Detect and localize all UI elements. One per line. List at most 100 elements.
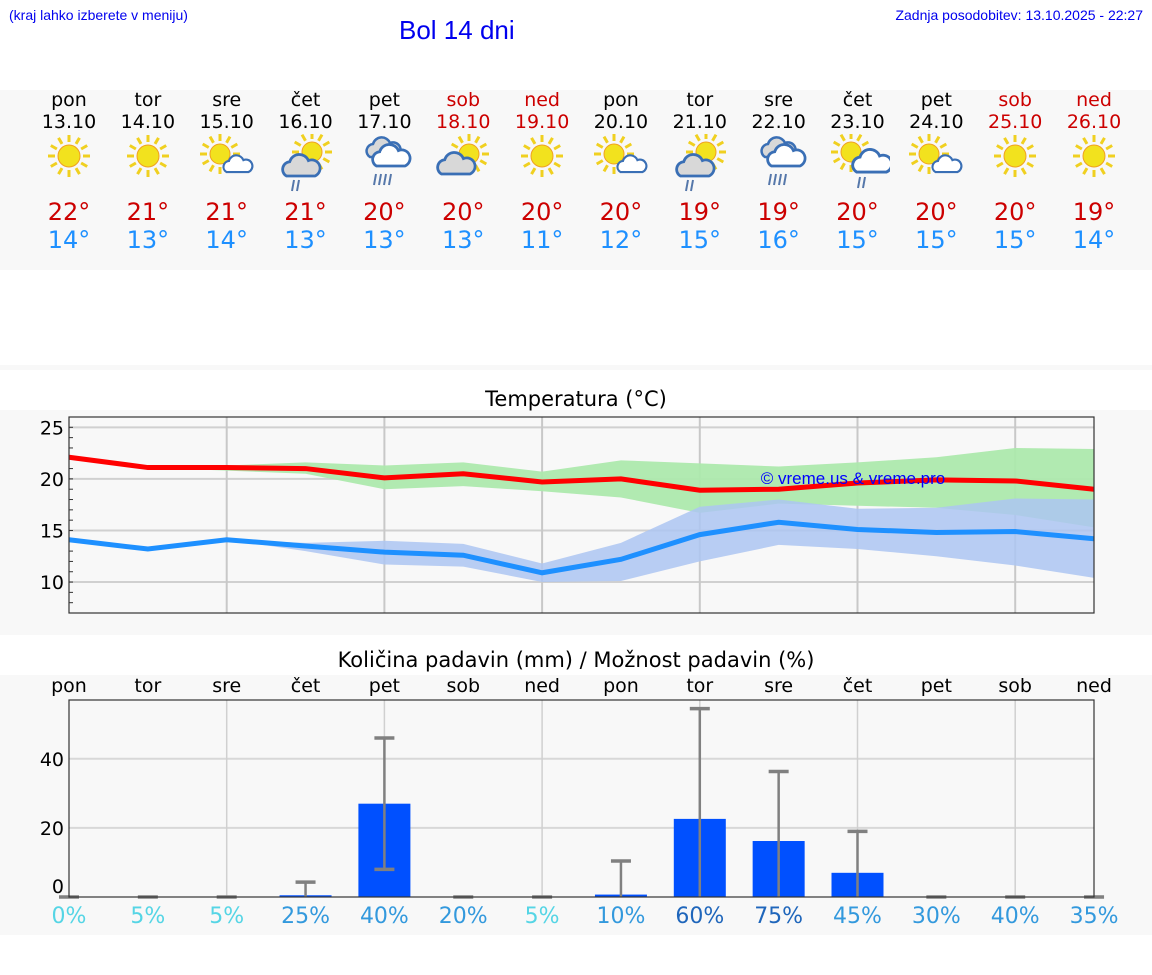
last-updated: Zadnja posodobitev: 13.10.2025 - 22:27 bbox=[895, 7, 1143, 23]
day-date: 19.10 bbox=[514, 111, 570, 133]
day-name: čet bbox=[290, 89, 321, 111]
sun-cloud-rain-icon bbox=[660, 132, 740, 198]
y-tick-label: 20 bbox=[40, 818, 64, 840]
divider bbox=[0, 365, 1152, 370]
day-name: ned bbox=[524, 89, 560, 111]
day-date: 16.10 bbox=[278, 111, 333, 133]
max-temp: 20° bbox=[363, 198, 406, 226]
y-tick-label: 15 bbox=[40, 520, 64, 542]
min-temp: 13° bbox=[363, 226, 406, 254]
day-name: pet bbox=[920, 89, 952, 111]
min-temp: 13° bbox=[441, 226, 485, 254]
min-temp: 14° bbox=[1072, 226, 1116, 254]
sunny-icon bbox=[1054, 134, 1134, 198]
precip-probability: 30% bbox=[911, 904, 961, 929]
max-temp: 21° bbox=[126, 198, 170, 226]
day-date: 15.10 bbox=[199, 111, 254, 133]
sun-white-cloud-rain-icon bbox=[818, 132, 898, 198]
sunny-icon bbox=[502, 134, 582, 198]
sun-cloud-rain-icon bbox=[266, 132, 346, 198]
precip-probability: 5% bbox=[524, 904, 560, 929]
max-temp: 22° bbox=[47, 198, 91, 226]
day-date: 21.10 bbox=[672, 111, 727, 133]
precip-day-label: tor bbox=[134, 675, 162, 697]
precip-day-label: pet bbox=[368, 675, 400, 697]
precip-probability: 35% bbox=[1069, 904, 1119, 929]
max-temp: 20° bbox=[836, 198, 879, 226]
day-name: sre bbox=[764, 89, 794, 111]
min-temp: 15° bbox=[678, 226, 722, 254]
max-temp: 19° bbox=[1072, 198, 1116, 226]
precip-day-label: sre bbox=[764, 675, 794, 697]
day-date: 26.10 bbox=[1066, 111, 1122, 133]
temperature-chart-title: Temperatura (°C) bbox=[485, 387, 667, 411]
min-temp: 16° bbox=[757, 226, 800, 254]
cloud-rain-icon bbox=[739, 134, 819, 198]
precip-probability: 25% bbox=[281, 904, 330, 929]
precip-probability: 10% bbox=[596, 904, 646, 929]
watermark: © vreme.us & vreme.pro bbox=[761, 469, 945, 488]
day-date: 20.10 bbox=[593, 111, 649, 133]
plot-frame bbox=[68, 699, 1095, 898]
precip-day-label: tor bbox=[686, 675, 714, 697]
precip-day-label: ned bbox=[1076, 675, 1112, 697]
day-name: čet bbox=[842, 89, 873, 111]
day-name: sob bbox=[446, 89, 481, 111]
max-temp-line bbox=[68, 454, 1095, 493]
min-temp: 12° bbox=[599, 226, 643, 254]
plot-area bbox=[69, 700, 1094, 897]
max-temp-range-band bbox=[69, 447, 1095, 528]
max-temp: 19° bbox=[757, 198, 800, 226]
day-name: pon bbox=[51, 89, 87, 111]
min-temp: 14° bbox=[47, 226, 91, 254]
plot-frame bbox=[68, 416, 1095, 614]
day-name: tor bbox=[686, 89, 714, 111]
sunny-icon bbox=[29, 134, 109, 198]
precip-probability: 5% bbox=[130, 904, 166, 929]
y-tick-label: 0 bbox=[52, 876, 64, 898]
day-name: sre bbox=[212, 89, 242, 111]
max-temp: 21° bbox=[205, 198, 248, 226]
precip-day-label: pet bbox=[920, 675, 952, 697]
precip-day-label: sob bbox=[446, 675, 481, 697]
max-temp: 20° bbox=[599, 198, 643, 226]
precip-day-label: ned bbox=[524, 675, 560, 697]
precip-probability: 45% bbox=[833, 904, 882, 929]
max-temp: 21° bbox=[284, 198, 327, 226]
min-temp: 15° bbox=[836, 226, 879, 254]
max-temp: 20° bbox=[520, 198, 564, 226]
precip-probability: 60% bbox=[675, 904, 725, 929]
sun-cloud-icon bbox=[423, 134, 503, 198]
precipitation-chart-title: Količina padavin (mm) / Možnost padavin … bbox=[337, 648, 815, 672]
min-temp: 13° bbox=[284, 226, 327, 254]
precip-day-label: čet bbox=[290, 675, 321, 697]
day-date: 22.10 bbox=[751, 111, 806, 133]
sun-small-cloud-icon bbox=[581, 134, 661, 198]
page-title: Bol 14 dni bbox=[399, 15, 515, 45]
min-temp: 11° bbox=[520, 226, 564, 254]
min-temp-range-band bbox=[69, 498, 1095, 583]
location-hint-link[interactable]: (kraj lahko izberete v meniju) bbox=[9, 7, 188, 23]
day-date: 17.10 bbox=[357, 111, 412, 133]
precip-probability: 0% bbox=[51, 904, 87, 929]
min-temp: 15° bbox=[915, 226, 958, 254]
day-name: ned bbox=[1076, 89, 1112, 111]
day-name: pon bbox=[603, 89, 639, 111]
min-temp: 13° bbox=[126, 226, 170, 254]
precip-probability: 20% bbox=[438, 904, 488, 929]
precip-probability: 75% bbox=[754, 904, 804, 929]
day-date: 14.10 bbox=[120, 111, 176, 133]
y-tick-label: 40 bbox=[40, 749, 64, 771]
min-temp: 15° bbox=[993, 226, 1037, 254]
sunny-icon bbox=[975, 134, 1055, 198]
day-date: 25.10 bbox=[987, 111, 1043, 133]
day-name: sob bbox=[998, 89, 1032, 111]
y-tick-label: 10 bbox=[40, 572, 64, 594]
precip-day-label: pon bbox=[603, 675, 639, 697]
day-name: tor bbox=[134, 89, 162, 111]
forecast-strip-bg bbox=[0, 90, 1152, 270]
precip-day-label: sob bbox=[998, 675, 1032, 697]
max-temp: 20° bbox=[915, 198, 958, 226]
sun-small-cloud-icon bbox=[896, 134, 976, 198]
